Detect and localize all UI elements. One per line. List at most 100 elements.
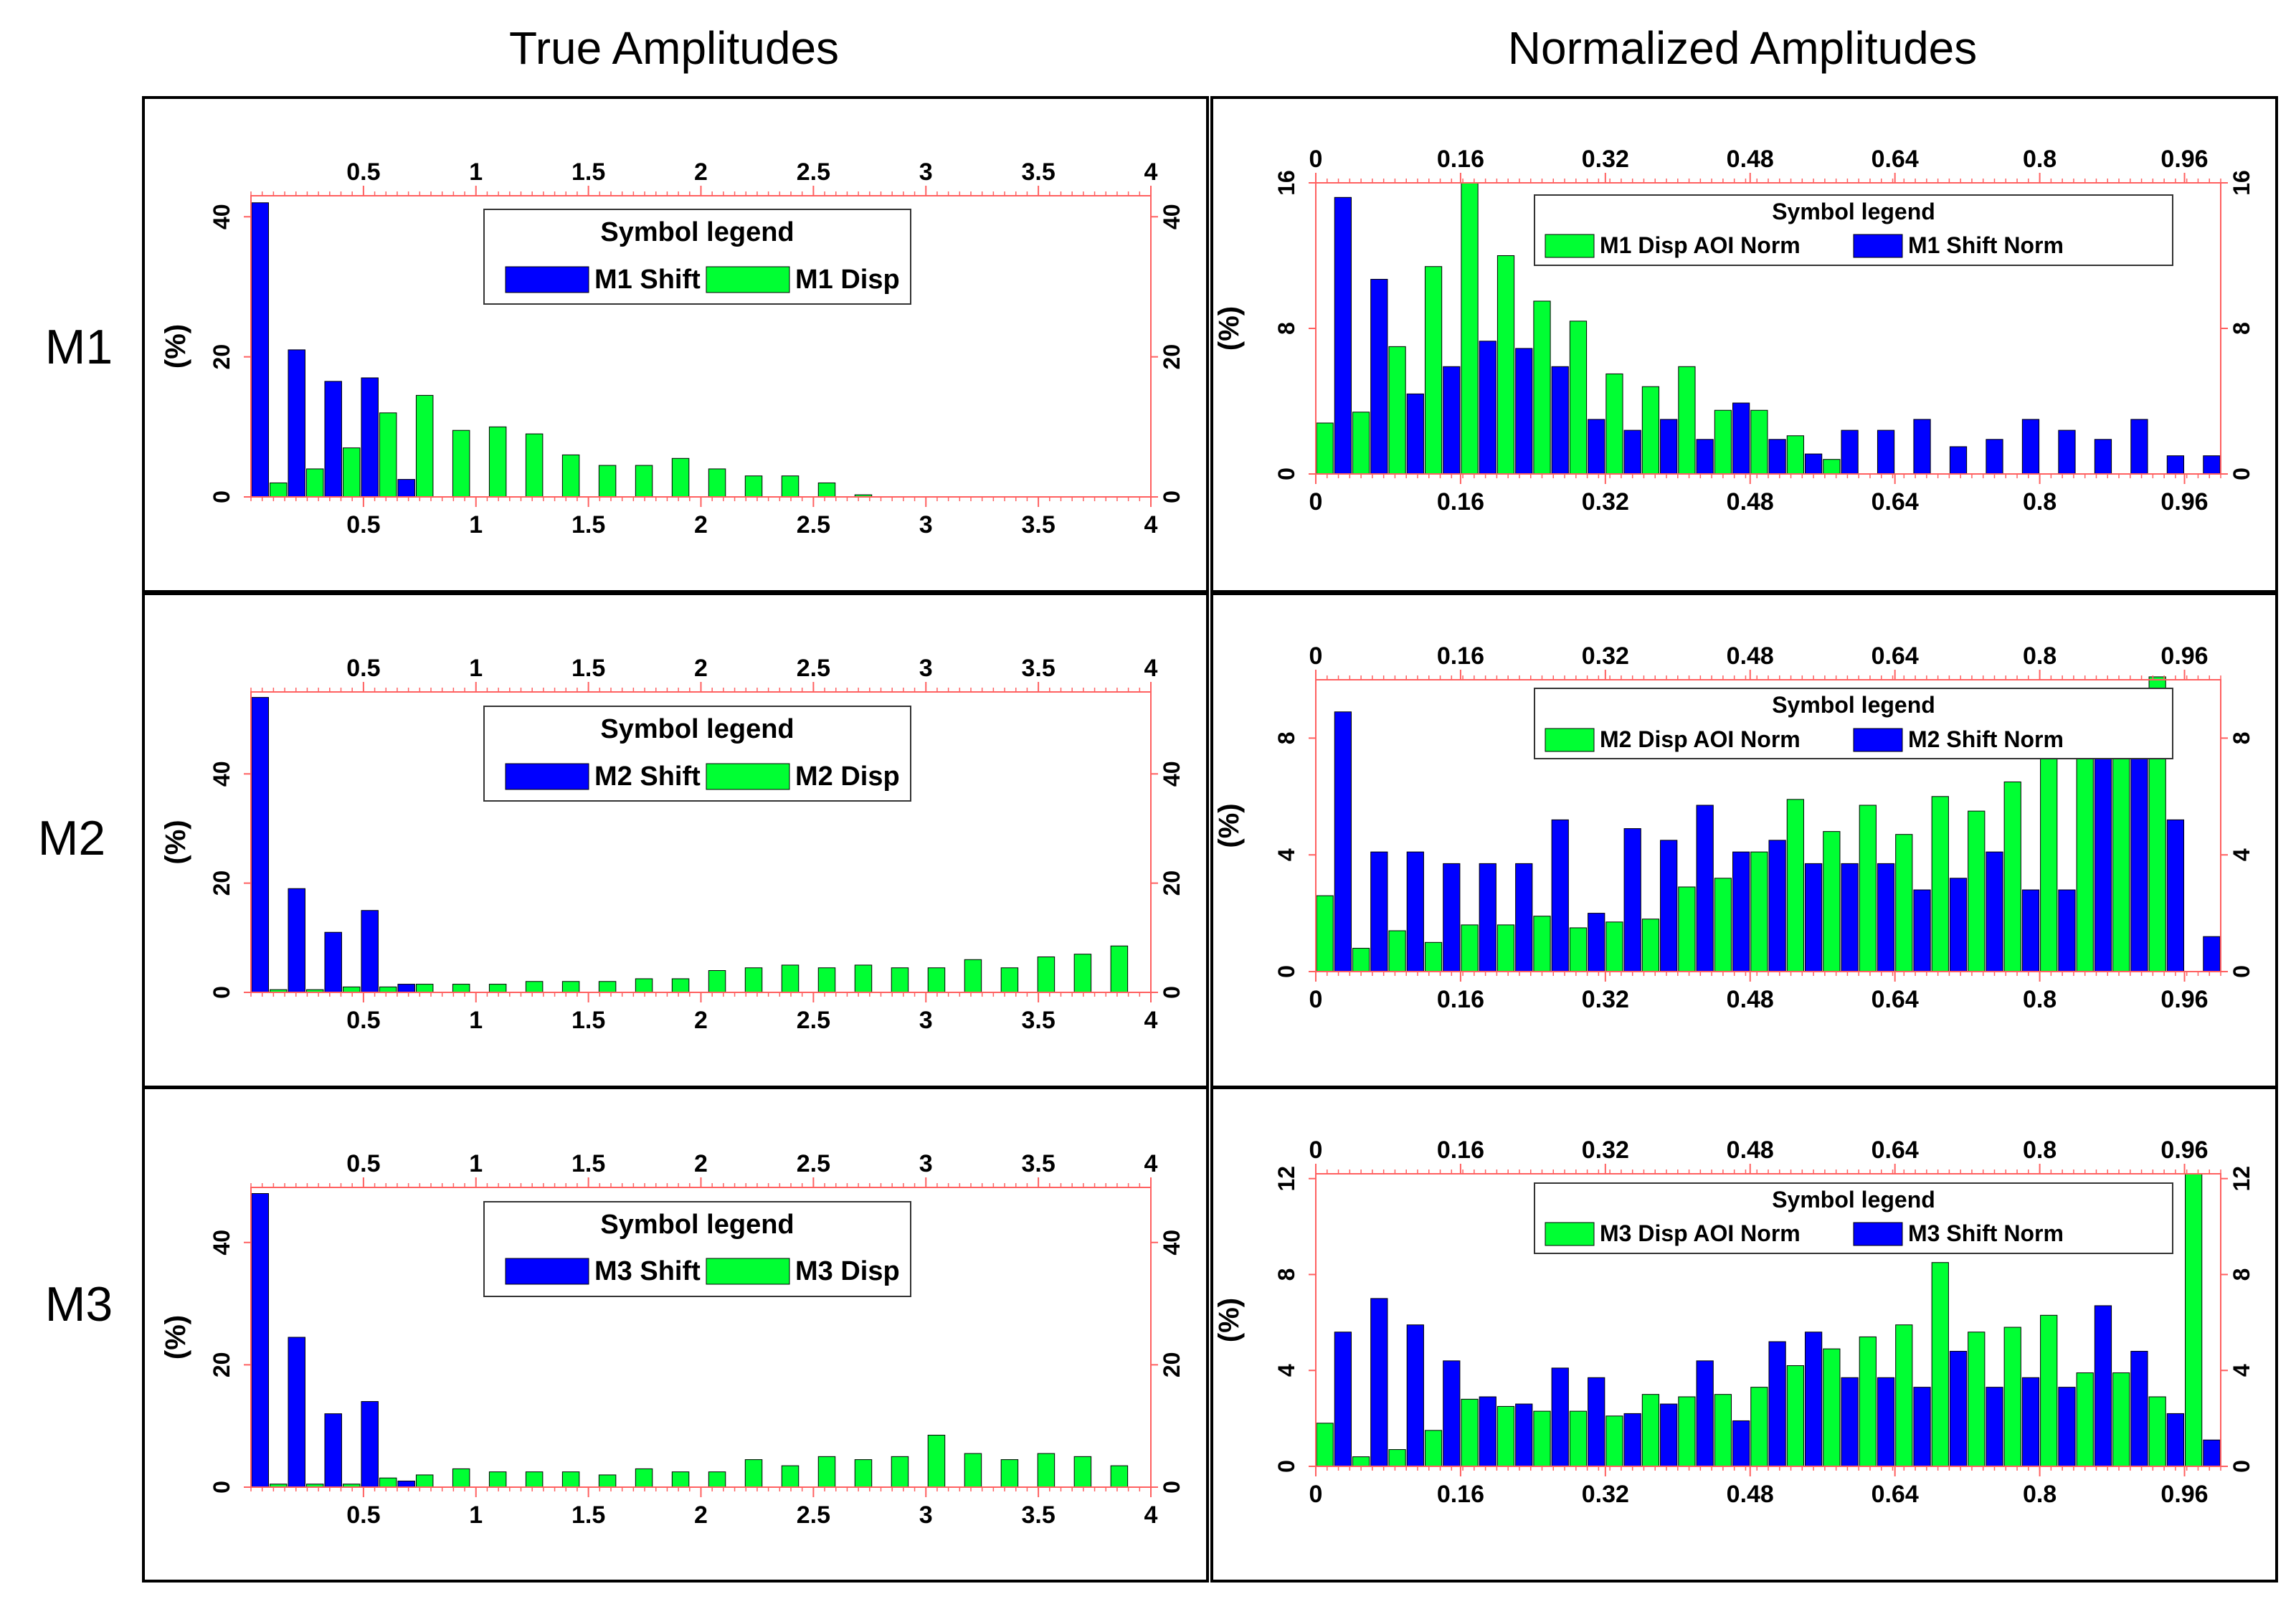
norm-m1-xtick-label-top: 0.64 (1872, 146, 1919, 173)
norm-m1-bar-s1-b13 (1804, 453, 1823, 475)
true-m3-xtick-label-bottom: 1 (469, 1501, 483, 1529)
true-m2-bar-s0-b0 (251, 697, 269, 993)
norm-m3-ytick-label-right: 0 (2229, 1460, 2254, 1473)
true-m3-xtick-label-top: 0.5 (346, 1150, 380, 1177)
norm-m2-xtick-label-bottom: 0.48 (1727, 986, 1774, 1013)
true-m3-bar-s1-b22 (1073, 1456, 1092, 1488)
true-m3-xtick-label-bottom: 2.5 (797, 1501, 830, 1529)
norm-m1-xtick-label-bottom: 0.64 (1872, 488, 1919, 516)
norm-m3-xtick-label-bottom: 0.48 (1727, 1481, 1774, 1508)
true-m1-ytick-label-right: 0 (1159, 490, 1185, 503)
true-m3-ylabel: (%) (160, 1315, 191, 1360)
true-m3-bar-s1-b8 (561, 1471, 580, 1488)
norm-m3-bar-s0-b7 (1569, 1410, 1588, 1467)
norm-m1-bar-s1-b15 (1877, 430, 1895, 475)
true-m2-xtick-label-bottom: 1 (469, 1007, 483, 1034)
true-m2-bar-s0-b3 (361, 910, 379, 993)
true-m1-bar-s1-b6 (488, 426, 507, 498)
norm-m2-bar-s0-b0 (1316, 895, 1334, 972)
true-m2-bar-s1-b15 (817, 967, 836, 993)
true-m3-bar-s1-b14 (781, 1465, 800, 1488)
norm-m3-ytick-label-left: 12 (1273, 1166, 1299, 1192)
true-m2-xtick-label-bottom: 3.5 (1021, 1007, 1055, 1034)
norm-m2-bar-s1-b18 (1986, 851, 2003, 972)
norm-m3-bar-s1-b4 (1479, 1396, 1496, 1467)
true-m2-bar-s1-b8 (561, 981, 580, 993)
norm-m3-bar-s1-b3 (1443, 1360, 1461, 1467)
norm-m3-xtick-label-top: 0 (1309, 1137, 1323, 1164)
norm-m1-ytick-label-right: 16 (2229, 170, 2254, 196)
true-m2-xtick-label-bottom: 1.5 (571, 1007, 605, 1034)
true-m3-xtick-label-bottom: 2 (694, 1501, 708, 1529)
true-m1-ytick-label-right: 40 (1159, 204, 1185, 230)
norm-m3-ytick-label-left: 8 (1273, 1268, 1299, 1281)
norm-m2-bar-s0-b20 (2040, 731, 2058, 972)
norm-m1-ytick-label-left: 0 (1273, 468, 1299, 480)
true-m2-bar-s1-b20 (1000, 967, 1019, 993)
norm-m3-bar-s0-b1 (1352, 1456, 1370, 1467)
norm-m3-bar-s1-b19 (2021, 1377, 2040, 1467)
norm-m3-ytick-label-left: 0 (1273, 1460, 1299, 1473)
norm-m3-xtick-label-top: 0.48 (1727, 1137, 1774, 1164)
norm-m3-bar-s0-b18 (1968, 1332, 1986, 1467)
norm-m3-bar-s0-b19 (2003, 1327, 2021, 1467)
true-m1-bar-s1-b14 (781, 475, 800, 498)
norm-m2-bar-s0-b14 (1823, 831, 1841, 972)
norm-m2-bar-s1-b14 (1841, 863, 1859, 972)
norm-m1-bar-s0-b10 (1678, 366, 1696, 475)
norm-m1-bar-s0-b5 (1496, 255, 1515, 475)
norm-m1-xtick-label-bottom: 0.48 (1727, 488, 1774, 516)
norm-m1-bar-s1-b2 (1406, 393, 1424, 475)
norm-m1-xtick-label-bottom: 0.32 (1582, 488, 1629, 516)
norm-m3-bar-s1-b18 (1986, 1387, 2003, 1467)
norm-m1-bar-s1-b18 (1986, 439, 2003, 475)
true-m1-bar-s1-b5 (452, 430, 470, 498)
true-m2-bar-s1-b9 (598, 981, 617, 993)
true-m1-bar-s0-b4 (397, 479, 415, 498)
norm-m3-xtick-label-bottom: 0.8 (2023, 1481, 2057, 1508)
norm-m1-xtick-label-top: 0.48 (1727, 146, 1774, 173)
true-m2-bar-s1-b3 (379, 986, 397, 993)
norm-m3-bar-s0-b9 (1641, 1394, 1660, 1467)
true-m3-bar-s1-b17 (891, 1456, 909, 1488)
norm-m3-bar-s0-b16 (1895, 1324, 1913, 1467)
norm-m1-bar-s1-b9 (1660, 419, 1678, 475)
norm-m2-legend-label-1: M2 Shift Norm (1908, 726, 2064, 752)
norm-m3-bar-s0-b13 (1786, 1365, 1804, 1467)
true-m1-bar-s1-b2 (342, 447, 361, 498)
norm-m3-xtick-label-bottom: 0.16 (1437, 1481, 1484, 1508)
row-label-m2: M2 (37, 811, 106, 865)
norm-m3-bar-s0-b8 (1605, 1415, 1623, 1467)
norm-m3-bar-s0-b23 (2148, 1396, 2166, 1467)
norm-m3-frame (1210, 1086, 2278, 1583)
true-m3-bar-s1-b13 (744, 1459, 763, 1488)
norm-m3-bar-s1-b10 (1696, 1360, 1714, 1467)
norm-m2-xtick-label-bottom: 0.16 (1437, 986, 1484, 1013)
norm-m2-xtick-label-top: 0.48 (1727, 642, 1774, 670)
true-m3-bar-s1-b11 (671, 1471, 690, 1488)
norm-m3-bar-s1-b24 (2203, 1439, 2221, 1467)
norm-m2-bar-s1-b13 (1804, 863, 1823, 972)
norm-m1-bar-s1-b0 (1334, 196, 1352, 475)
true-m3-bar-s0-b2 (324, 1413, 342, 1488)
norm-m2-ytick-label-right: 0 (2229, 965, 2254, 978)
norm-m2-bar-s1-b6 (1551, 819, 1569, 972)
norm-m2-bar-s0-b12 (1750, 851, 1768, 972)
true-m3-bar-s1-b23 (1110, 1465, 1129, 1488)
true-m3-bar-s1-b19 (964, 1453, 982, 1488)
true-m1-xtick-label-bottom: 3 (919, 511, 933, 538)
norm-m2-bar-s1-b0 (1334, 711, 1352, 972)
norm-m2-bar-s1-b2 (1406, 851, 1424, 972)
norm-m3-bar-s0-b17 (1931, 1262, 1949, 1467)
norm-m1-legend-label-0: M1 Disp AOI Norm (1600, 232, 1801, 258)
norm-m1-ytick-label-left: 16 (1273, 170, 1299, 196)
norm-m1-bar-s1-b19 (2021, 419, 2040, 475)
norm-m2-bar-s0-b19 (2003, 781, 2021, 972)
norm-m2-bar-s1-b3 (1443, 863, 1461, 972)
norm-m1-frame (1210, 96, 2278, 593)
norm-m3-bar-s1-b23 (2166, 1413, 2185, 1467)
true-m3-bar-s1-b15 (817, 1456, 836, 1488)
true-m1-xtick-label-top: 3.5 (1021, 158, 1055, 186)
norm-m3-xtick-label-bottom: 0.32 (1582, 1481, 1629, 1508)
norm-m3-bar-s1-b17 (1949, 1350, 1968, 1467)
